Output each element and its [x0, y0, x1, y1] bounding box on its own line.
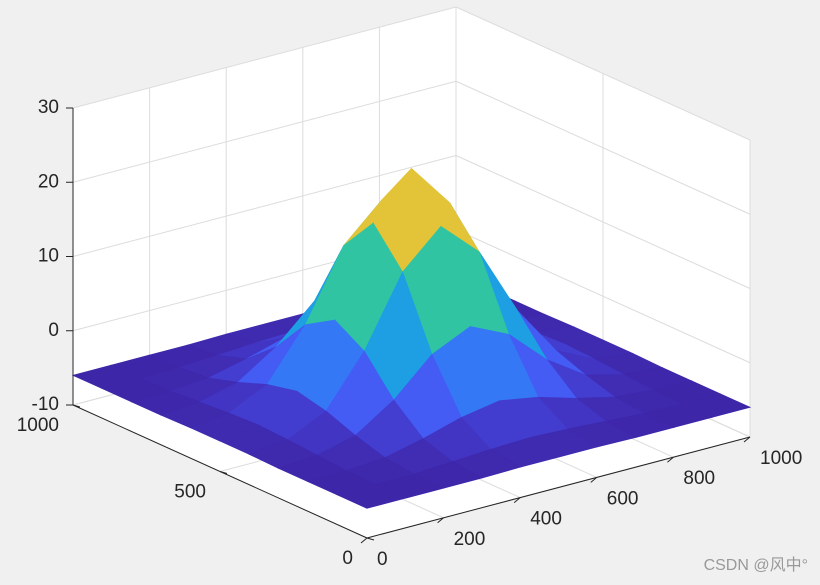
- x-tick: [437, 517, 444, 524]
- surface-patch: [336, 484, 407, 509]
- grid-line: [72, 80, 457, 183]
- grid-line: [72, 6, 457, 109]
- y-tick-label: 1000: [17, 415, 59, 436]
- grid-line: [455, 229, 751, 364]
- x-tick-label: 1000: [760, 448, 802, 469]
- x-tick: [667, 456, 674, 463]
- z-tick-label: -10: [32, 394, 59, 415]
- z-tick-label: 20: [38, 171, 59, 192]
- x-tick: [513, 497, 521, 503]
- y-tick: [219, 471, 228, 474]
- grid-line: [455, 80, 751, 215]
- x-tick: [743, 436, 751, 443]
- x-tick-label: 200: [454, 529, 486, 550]
- x-tick: [360, 537, 368, 544]
- x-axis: [366, 436, 751, 539]
- z-tick-label: 0: [48, 320, 59, 341]
- watermark: CSDN @风中°: [704, 556, 808, 574]
- grid-line: [72, 155, 457, 257]
- x-tick-label: 800: [683, 468, 715, 489]
- z-tick-label: 10: [38, 246, 59, 267]
- grid-line: [455, 6, 751, 141]
- y-tick: [72, 404, 81, 408]
- x-tick: [590, 477, 598, 483]
- y-tick: [366, 537, 375, 541]
- y-tick-label: 0: [342, 548, 353, 569]
- x-tick-label: 0: [377, 549, 388, 570]
- grid-line: [455, 155, 751, 289]
- z-tick-label: 30: [38, 97, 59, 118]
- y-tick-label: 500: [174, 482, 206, 503]
- x-tick-label: 400: [530, 509, 562, 530]
- x-tick-label: 600: [607, 488, 639, 509]
